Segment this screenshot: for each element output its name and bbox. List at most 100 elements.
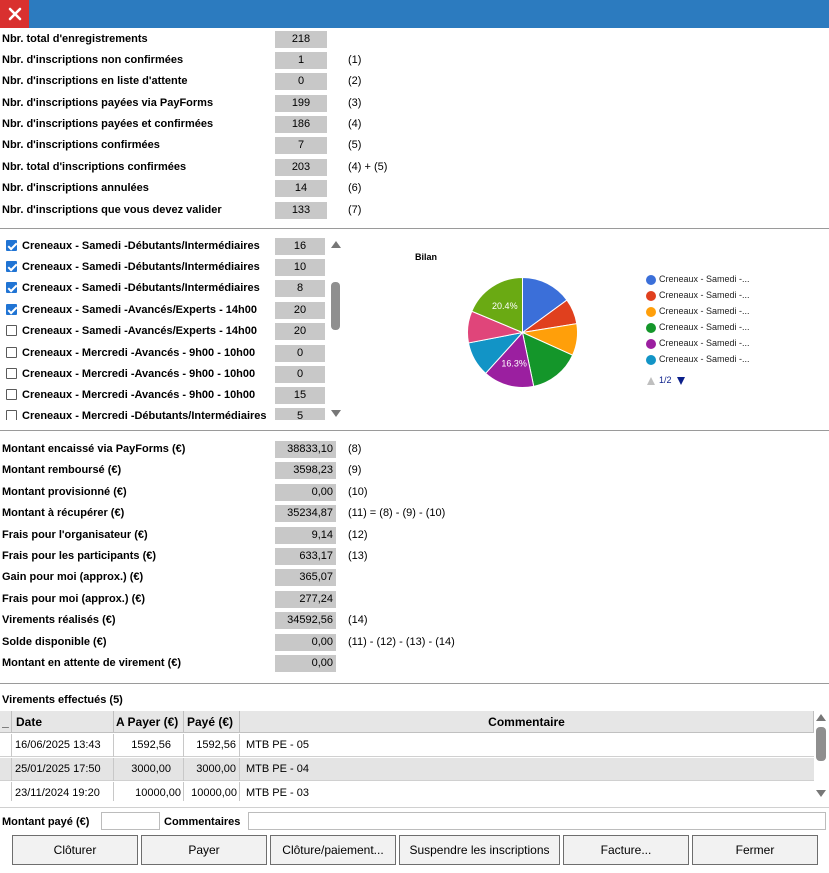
slot-count: 5	[275, 408, 325, 420]
slot-count: 20	[275, 323, 325, 340]
slot-item[interactable]: Creneaux - Samedi -Débutants/Intermédiai…	[0, 258, 330, 279]
column-header-a-payer[interactable]: A Payer (€)	[114, 711, 184, 733]
slot-count: 0	[275, 366, 325, 383]
money-value: 35234,87	[275, 505, 336, 522]
slot-checkbox[interactable]	[6, 282, 17, 293]
money-row: Frais pour moi (approx.) (€) 277,24	[2, 591, 802, 610]
slot-checkbox[interactable]	[6, 325, 17, 336]
money-row: Frais pour les participants (€) 633,17 (…	[2, 548, 802, 567]
slot-checkbox[interactable]	[6, 410, 17, 420]
stat-label: Nbr. d'inscriptions payées et confirmées	[2, 118, 214, 130]
legend-prev-icon[interactable]	[646, 376, 656, 386]
cell-a-payer: 3000,00	[114, 758, 184, 781]
close-icon[interactable]	[0, 0, 29, 28]
money-label: Frais pour les participants (€)	[2, 550, 157, 562]
fermer-button[interactable]: Fermer	[692, 835, 818, 865]
scroll-down-arrow-icon[interactable]	[331, 410, 341, 417]
slot-item[interactable]: Creneaux - Samedi -Avancés/Experts - 14h…	[0, 301, 330, 322]
pie-slice-label: 16.3%	[501, 358, 527, 368]
money-row: Montant encaissé via PayForms (€) 38833,…	[2, 441, 802, 460]
scroll-down-arrow-icon[interactable]	[816, 790, 826, 797]
slot-checkbox[interactable]	[6, 389, 17, 400]
stat-label: Nbr. d'inscriptions annulées	[2, 182, 149, 194]
stat-row: Nbr. d'inscriptions payées via PayForms …	[2, 95, 762, 113]
table-row[interactable]: 16/06/2025 13:43 1592,56 1592,56 MTB PE …	[0, 734, 814, 757]
money-row: Montant remboursé (€) 3598,23 (9)	[2, 462, 802, 481]
slot-item[interactable]: Creneaux - Mercredi -Avancés - 9h00 - 10…	[0, 344, 330, 365]
money-label: Frais pour l'organisateur (€)	[2, 529, 148, 541]
stat-row: Nbr. d'inscriptions en liste d'attente 0…	[2, 73, 762, 91]
comments-label: Commentaires	[164, 816, 241, 828]
legend-swatch	[646, 307, 656, 317]
column-header-paye[interactable]: Payé (€)	[184, 711, 240, 733]
cell-paye: 10000,00	[184, 782, 240, 801]
virements-title: Virements effectués (5)	[2, 694, 123, 706]
stat-label: Nbr. total d'enregistrements	[2, 33, 148, 45]
slot-label: Creneaux - Samedi -Débutants/Intermédiai…	[22, 282, 260, 294]
table-scrollbar[interactable]	[815, 711, 828, 801]
stat-note: (5)	[348, 139, 362, 151]
slot-item[interactable]: Creneaux - Mercredi -Avancés - 9h00 - 10…	[0, 365, 330, 386]
stat-label: Nbr. d'inscriptions en liste d'attente	[2, 75, 188, 87]
virements-table: _ Date A Payer (€) Payé (€) Commentaire …	[0, 711, 814, 801]
slot-list[interactable]: Creneaux - Samedi -Débutants/Intermédiai…	[0, 237, 343, 420]
legend-swatch	[646, 355, 656, 365]
pie-slice[interactable]	[471, 276, 523, 334]
pie-slice[interactable]	[521, 331, 574, 387]
slot-count: 0	[275, 345, 325, 362]
slot-item[interactable]: Creneaux - Samedi -Débutants/Intermédiai…	[0, 237, 330, 258]
column-header-commentaire[interactable]: Commentaire	[240, 711, 814, 733]
scroll-thumb[interactable]	[331, 282, 340, 330]
slot-checkbox[interactable]	[6, 240, 17, 251]
stat-label: Nbr. d'inscriptions payées via PayForms	[2, 97, 214, 109]
slot-checkbox[interactable]	[6, 304, 17, 315]
facture-button[interactable]: Facture...	[563, 835, 689, 865]
scroll-up-arrow-icon[interactable]	[331, 241, 341, 248]
legend-label: Creneaux - Samedi -...	[659, 354, 750, 364]
column-header-marker[interactable]: _	[0, 711, 12, 733]
slot-item[interactable]: Creneaux - Mercredi -Avancés - 9h00 - 10…	[0, 386, 330, 407]
column-header-date[interactable]: Date	[12, 711, 114, 733]
cloturer-button[interactable]: Clôturer	[12, 835, 138, 865]
comments-input[interactable]	[248, 812, 826, 830]
slot-label: Creneaux - Mercredi -Avancés - 9h00 - 10…	[22, 347, 256, 359]
slot-checkbox[interactable]	[6, 347, 17, 358]
money-value: 0,00	[275, 484, 336, 501]
cell-paye: 3000,00	[184, 758, 240, 781]
table-row[interactable]: 23/11/2024 19:20 10000,00 10000,00 MTB P…	[0, 782, 814, 801]
money-value: 3598,23	[275, 462, 336, 479]
scroll-up-arrow-icon[interactable]	[816, 714, 826, 721]
money-note: (14)	[348, 614, 368, 626]
legend-next-icon[interactable]	[676, 376, 686, 386]
money-value: 38833,10	[275, 441, 336, 458]
money-row: Virements réalisés (€) 34592,56 (14)	[2, 612, 802, 631]
stat-row: Nbr. d'inscriptions annulées 14 (6)	[2, 180, 762, 198]
pie-slice[interactable]	[522, 276, 568, 334]
payer-button[interactable]: Payer	[141, 835, 267, 865]
table-row[interactable]: 25/01/2025 17:50 3000,00 3000,00 MTB PE …	[0, 758, 814, 781]
cell-date: 25/01/2025 17:50	[12, 758, 114, 781]
slot-item[interactable]: Creneaux - Samedi -Avancés/Experts - 14h…	[0, 322, 330, 343]
slot-item[interactable]: Creneaux - Samedi -Débutants/Intermédiai…	[0, 279, 330, 300]
money-note: (13)	[348, 550, 368, 562]
cloture-paiement-button[interactable]: Clôture/paiement...	[270, 835, 396, 865]
stat-value: 1	[275, 52, 327, 69]
stat-label: Nbr. d'inscriptions confirmées	[2, 139, 160, 151]
legend-label: Creneaux - Samedi -...	[659, 322, 750, 332]
slot-checkbox[interactable]	[6, 261, 17, 272]
money-row: Frais pour l'organisateur (€) 9,14 (12)	[2, 527, 802, 546]
money-row: Montant en attente de virement (€) 0,00	[2, 655, 802, 674]
stat-note: (4)	[348, 118, 362, 130]
slot-list-scrollbar[interactable]	[330, 237, 342, 420]
suspendre-inscriptions-button[interactable]: Suspendre les inscriptions	[399, 835, 560, 865]
divider	[0, 807, 829, 808]
slot-item[interactable]: Creneaux - Mercredi -Débutants/Intermédi…	[0, 407, 330, 420]
pie-slice[interactable]	[484, 331, 535, 388]
stat-row: Nbr. total d'enregistrements 218	[2, 31, 762, 49]
stat-label: Nbr. d'inscriptions non confirmées	[2, 54, 184, 66]
money-value: 0,00	[275, 634, 336, 651]
pie-slice-label: 20.4%	[492, 301, 518, 311]
slot-checkbox[interactable]	[6, 368, 17, 379]
scroll-thumb[interactable]	[816, 727, 826, 761]
amount-paid-input[interactable]	[101, 812, 160, 830]
